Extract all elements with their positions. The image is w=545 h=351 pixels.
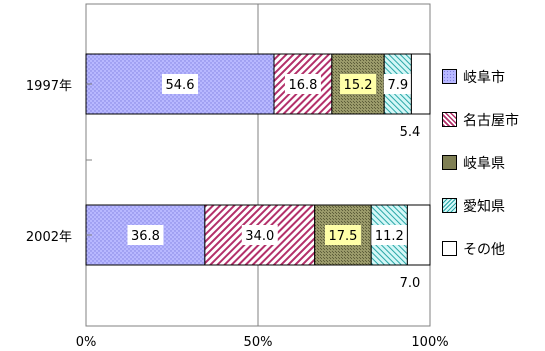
- value-label-bg: [127, 225, 164, 245]
- legend-item: 岐阜市: [442, 62, 542, 91]
- value-label: 7.0: [400, 276, 421, 291]
- legend-swatch: [442, 69, 457, 84]
- value-label: 34.0: [245, 229, 274, 244]
- value-label-bg: [241, 225, 278, 245]
- legend-swatch: [442, 112, 457, 127]
- value-label-bg: [383, 74, 412, 94]
- value-label: 7.9: [387, 78, 408, 93]
- bar-1-5: [410, 53, 431, 115]
- value-label-bg: [340, 74, 377, 94]
- legend-item: 名古屋市: [442, 105, 542, 134]
- x-tick-label: 100%: [411, 335, 448, 350]
- legend-label: 名古屋市: [463, 112, 519, 129]
- x-tick-label: 0%: [76, 335, 97, 350]
- value-label: 17.5: [328, 229, 357, 244]
- legend: 岐阜市名古屋市岐阜県愛知県その他: [442, 62, 542, 277]
- legend-label: その他: [463, 241, 505, 258]
- value-label: 11.2: [375, 229, 404, 244]
- legend-label: 岐阜市: [463, 69, 505, 86]
- legend-swatch: [442, 241, 457, 256]
- legend-swatch: [442, 198, 457, 213]
- value-label: 36.8: [131, 229, 160, 244]
- value-label-bg: [324, 225, 361, 245]
- value-label-bg: [162, 74, 199, 94]
- legend-label: 岐阜県: [463, 155, 505, 172]
- value-label-bg: [284, 74, 321, 94]
- legend-item: その他: [442, 234, 542, 263]
- value-label: 16.8: [288, 78, 317, 93]
- legend-label: 愛知県: [463, 198, 505, 215]
- category-label: 1997年: [26, 79, 72, 94]
- bar-2-5: [406, 204, 431, 266]
- value-label-bg: [371, 225, 408, 245]
- legend-item: 愛知県: [442, 191, 542, 220]
- value-label: 54.6: [166, 78, 195, 93]
- value-label: 5.4: [400, 125, 421, 140]
- category-label: 2002年: [26, 230, 72, 245]
- value-label: 15.2: [344, 78, 373, 93]
- x-tick-label: 50%: [244, 335, 273, 350]
- legend-item: 岐阜県: [442, 148, 542, 177]
- legend-swatch: [442, 155, 457, 170]
